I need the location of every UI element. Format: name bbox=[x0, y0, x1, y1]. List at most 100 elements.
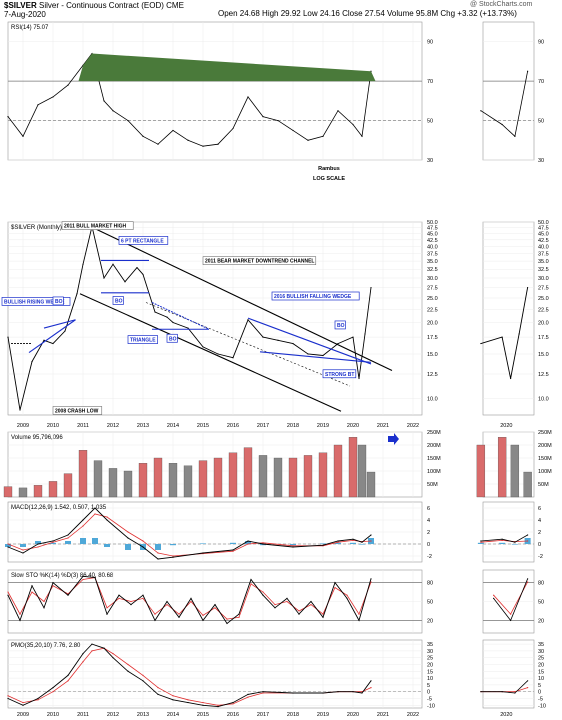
macd-signal-line-point bbox=[370, 540, 372, 542]
sto-d-line-point bbox=[358, 613, 360, 615]
sto-k-line-point bbox=[274, 607, 276, 609]
macd-line-point bbox=[37, 543, 39, 545]
rsi-line-point bbox=[103, 100, 105, 102]
macd-line-point bbox=[142, 546, 144, 548]
sto-inset-ytick-label: 80 bbox=[538, 581, 544, 587]
volume-ytick-label: 250M bbox=[427, 430, 441, 436]
sto-d-line-point bbox=[82, 578, 84, 581]
volume-inset-bar bbox=[523, 471, 532, 498]
macd-inset-line-point bbox=[501, 538, 503, 540]
price-line-point bbox=[307, 353, 309, 355]
price-line-point bbox=[247, 319, 249, 321]
pmo-line-point bbox=[202, 704, 204, 706]
rsi-inset-ytick-label: 90 bbox=[538, 40, 544, 46]
rectangle-label: 6 PT RECTANGLE bbox=[121, 238, 164, 244]
breakout-label-3: BO bbox=[169, 336, 177, 342]
rambus-label: Rambus bbox=[318, 166, 340, 172]
bear-channel-label: 2011 BEAR MARKET DOWNTREND CHANNEL bbox=[205, 259, 314, 265]
bottom-xtick-label: 2020 bbox=[347, 712, 359, 718]
price-ytick-label: 10.0 bbox=[427, 396, 438, 402]
macd-histogram-bar bbox=[80, 538, 86, 544]
volume-bar bbox=[318, 452, 328, 498]
pmo-inset-signal-line bbox=[480, 687, 528, 693]
rising-wedge-label-box bbox=[1, 297, 71, 306]
price-ytick-label: 42.5 bbox=[427, 238, 438, 244]
price-line-point bbox=[76, 293, 78, 295]
breakout-label-1: BO bbox=[55, 299, 63, 305]
sto-k-line-point bbox=[226, 622, 228, 625]
price-ytick-label: 30.0 bbox=[427, 276, 438, 282]
volume-inset-ytick-label: 150M bbox=[538, 456, 552, 462]
macd-inset-signal-line-point bbox=[527, 540, 529, 542]
macd-line-point bbox=[82, 519, 84, 521]
rsi-line-point bbox=[292, 129, 294, 132]
macd-signal-line-point bbox=[82, 525, 84, 527]
rsi-panel-label: RSI(14) 75.07 bbox=[11, 25, 49, 31]
pmo-signal-line-point bbox=[247, 696, 249, 698]
sto-d-line-point bbox=[31, 591, 33, 593]
sto-k-line-point bbox=[19, 619, 21, 622]
price-inset-ytick-label: 40.0 bbox=[538, 244, 549, 250]
volume-ytick-label: 50M bbox=[427, 482, 438, 488]
price-inset-line-point bbox=[518, 333, 520, 335]
bottom-xtick-label: 2010 bbox=[47, 712, 59, 718]
macd-histogram-bar bbox=[92, 538, 98, 544]
symbol: $SILVER bbox=[4, 1, 37, 10]
volume-bar bbox=[357, 444, 367, 498]
macd-inset-ytick-label: 6 bbox=[538, 506, 541, 512]
macd-ytick-label: 6 bbox=[427, 506, 430, 512]
pmo-inset-ytick-label: 30 bbox=[538, 649, 544, 655]
macd-inset-line-point bbox=[480, 540, 482, 542]
rsi-line-point bbox=[172, 129, 174, 132]
price-line-point bbox=[358, 377, 360, 380]
volume-arrow-icon bbox=[388, 433, 399, 445]
rising-wedge-label: BULLISH RISING WEDGE bbox=[4, 299, 65, 305]
sto-k-line-point bbox=[43, 607, 45, 609]
sto-d-line-point bbox=[334, 587, 336, 589]
macd-ytick-label: 4 bbox=[427, 518, 430, 524]
pmo-signal-line-point bbox=[7, 695, 9, 697]
pmo-line-point bbox=[67, 674, 69, 676]
pmo-inset-ytick-label: 25 bbox=[538, 656, 544, 662]
macd-line-point bbox=[262, 543, 264, 545]
macd-histogram-bar bbox=[290, 544, 296, 546]
macd-inset-ytick-label: 2 bbox=[538, 530, 541, 536]
macd-signal-line-point bbox=[127, 531, 129, 533]
price-inset-ytick-label: 32.5 bbox=[538, 267, 549, 273]
sto-d-line-point bbox=[19, 613, 21, 615]
pmo-line-point bbox=[337, 691, 339, 693]
rsi-inset-frame bbox=[482, 21, 535, 161]
price-xtick-label: 2013 bbox=[137, 423, 149, 429]
pmo-signal-line-point bbox=[262, 692, 264, 694]
macd-line-point bbox=[106, 519, 108, 521]
macd-inset-line bbox=[480, 534, 528, 543]
sto-k-line-point bbox=[118, 594, 120, 596]
price-ytick-label: 25.0 bbox=[427, 296, 438, 302]
price-ytick-label: 27.5 bbox=[427, 286, 438, 292]
macd-signal-line bbox=[7, 513, 372, 557]
macd-histogram-bar bbox=[359, 544, 365, 545]
macd-inset-ytick-label: 0 bbox=[538, 542, 541, 548]
price-xtick-label: 2016 bbox=[227, 423, 239, 429]
rsi-line-point bbox=[142, 135, 144, 137]
volume-bar bbox=[228, 452, 238, 498]
sto-k-line-point bbox=[52, 582, 54, 584]
bottom-xtick-label: 2021 bbox=[377, 712, 389, 718]
rsi-inset-line-point bbox=[527, 70, 529, 72]
rsi-line-point bbox=[37, 104, 39, 106]
chart-date: 7-Aug-2020 bbox=[4, 10, 46, 19]
macd-line-point bbox=[247, 540, 249, 542]
sto-d-line-point bbox=[190, 600, 192, 603]
pmo-line-point bbox=[217, 706, 219, 708]
price-line-point bbox=[277, 339, 279, 341]
macd-line-point bbox=[22, 552, 24, 554]
macd-inset-signal-line-point bbox=[480, 541, 482, 543]
sto-d-line-point bbox=[298, 610, 300, 612]
sto-k-line bbox=[7, 575, 372, 625]
macd-line-point bbox=[352, 538, 354, 540]
macd-ytick-label: 2 bbox=[427, 530, 430, 536]
volume-bar bbox=[33, 485, 43, 498]
macd-histogram-bar bbox=[20, 544, 26, 547]
macd-histogram-bar bbox=[50, 542, 56, 544]
pmo-ytick-label: 5 bbox=[427, 683, 430, 689]
